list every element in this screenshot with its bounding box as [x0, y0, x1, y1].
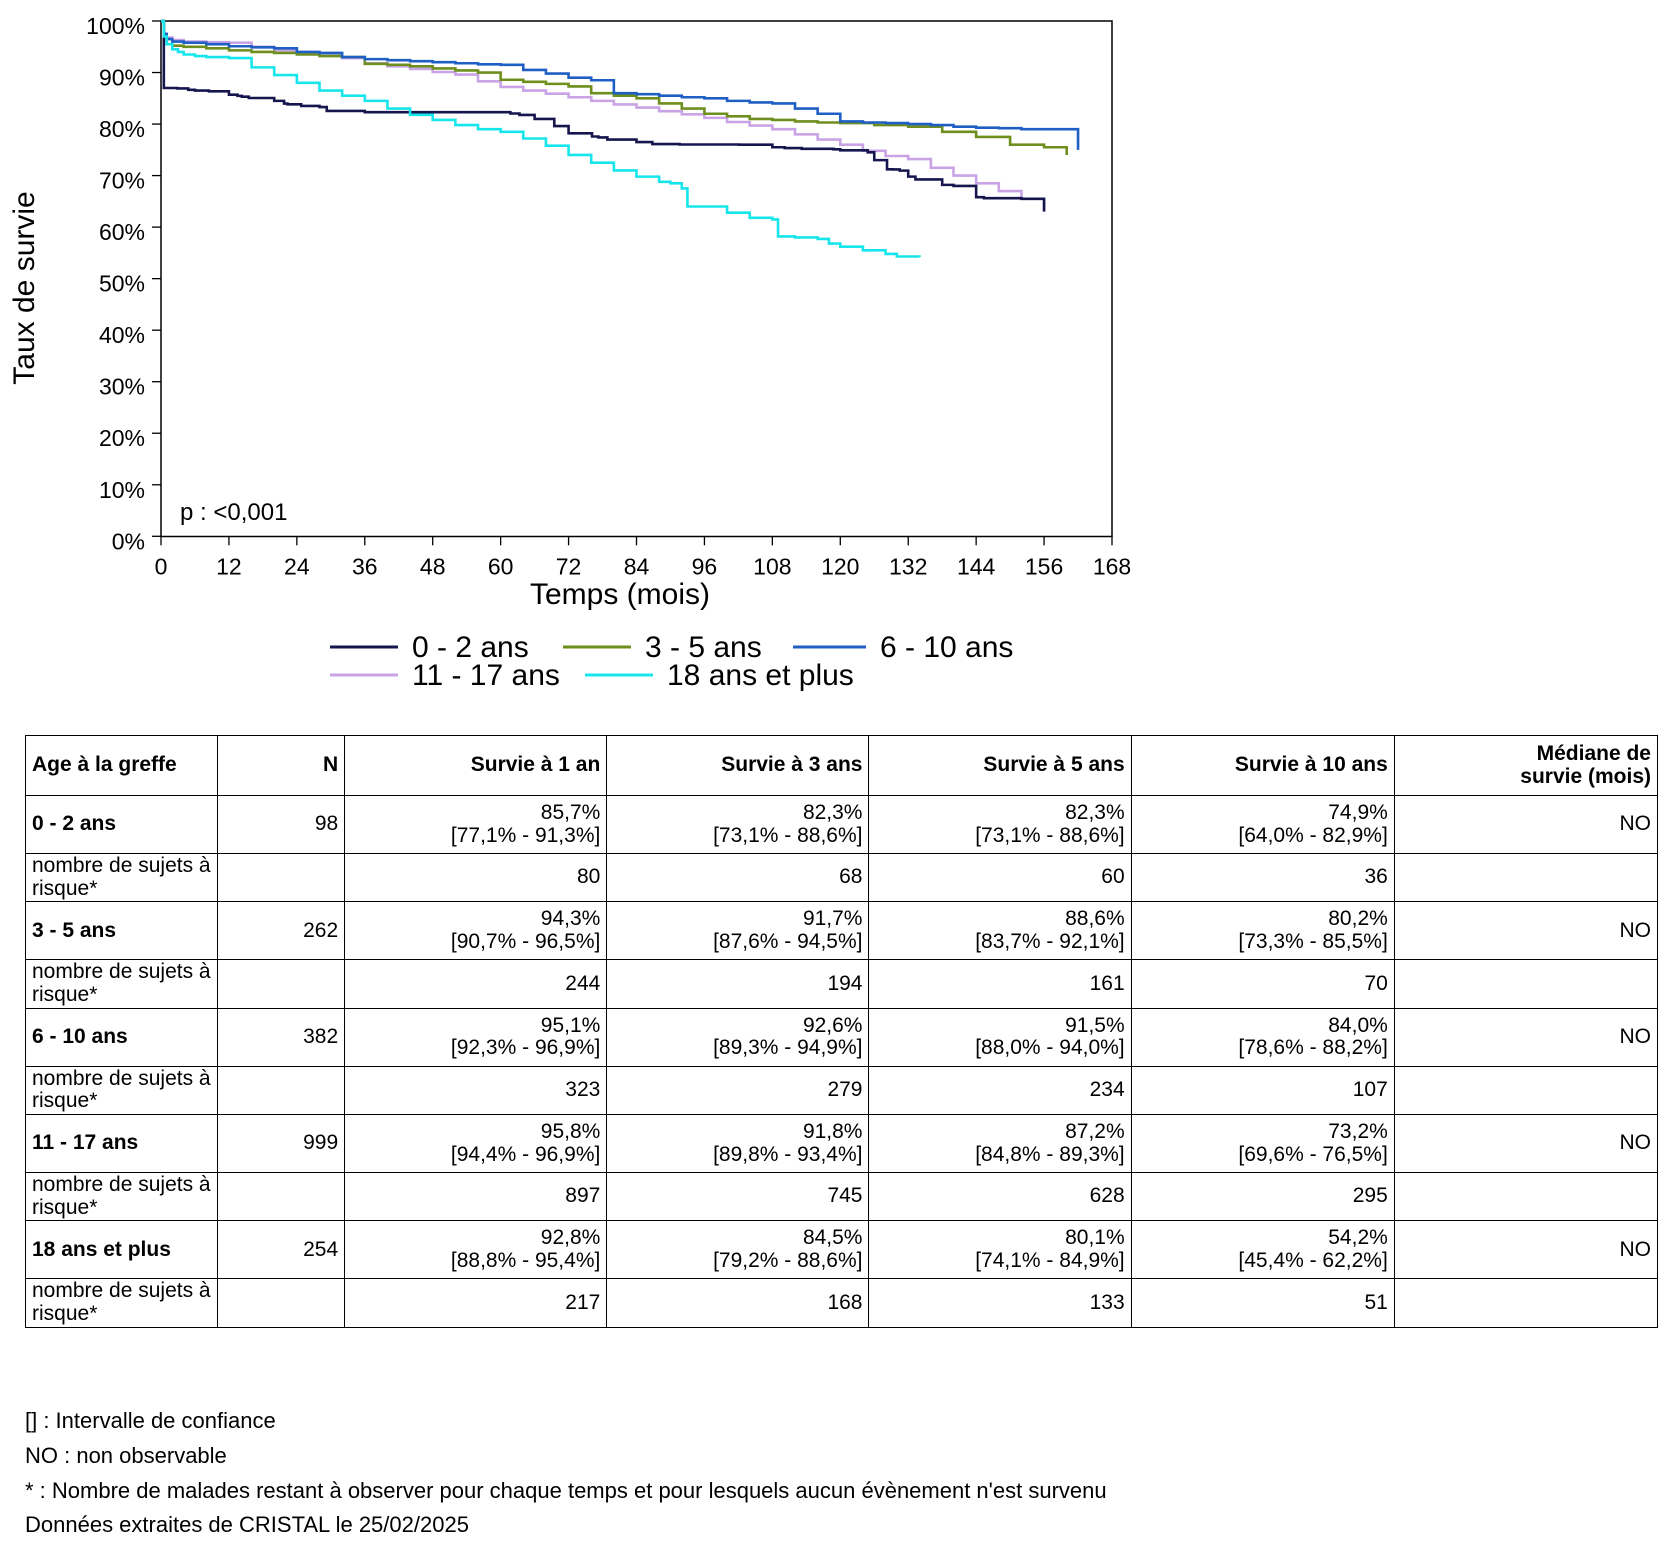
svg-text:p : <0,001: p : <0,001 — [180, 499, 287, 526]
svg-text:60: 60 — [488, 553, 514, 579]
svg-text:40%: 40% — [99, 322, 145, 348]
svg-text:Taux de survie: Taux de survie — [8, 191, 41, 384]
svg-text:84: 84 — [624, 553, 650, 579]
svg-text:72: 72 — [556, 553, 582, 579]
svg-text:168: 168 — [1093, 553, 1131, 579]
svg-text:70%: 70% — [99, 168, 145, 194]
svg-text:50%: 50% — [99, 271, 145, 297]
svg-text:90%: 90% — [99, 65, 145, 91]
svg-text:48: 48 — [420, 553, 446, 579]
svg-text:18 ans et plus: 18 ans et plus — [667, 659, 854, 692]
svg-text:0%: 0% — [112, 528, 145, 554]
svg-text:108: 108 — [753, 553, 791, 579]
svg-text:80%: 80% — [99, 116, 145, 142]
svg-text:30%: 30% — [99, 374, 145, 400]
svg-text:11 - 17 ans: 11 - 17 ans — [412, 659, 560, 692]
svg-text:6 - 10 ans: 6 - 10 ans — [880, 631, 1013, 664]
svg-text:Temps (mois): Temps (mois) — [530, 578, 710, 611]
svg-text:156: 156 — [1025, 553, 1063, 579]
svg-text:144: 144 — [957, 553, 996, 579]
svg-text:96: 96 — [692, 553, 718, 579]
svg-text:100%: 100% — [86, 13, 145, 39]
svg-text:24: 24 — [284, 553, 310, 579]
svg-text:10%: 10% — [99, 477, 145, 503]
svg-text:36: 36 — [352, 553, 378, 579]
svg-text:12: 12 — [216, 553, 242, 579]
svg-text:120: 120 — [821, 553, 859, 579]
svg-text:132: 132 — [889, 553, 927, 579]
svg-text:20%: 20% — [99, 425, 145, 451]
svg-text:60%: 60% — [99, 219, 145, 245]
svg-text:0: 0 — [155, 553, 168, 579]
